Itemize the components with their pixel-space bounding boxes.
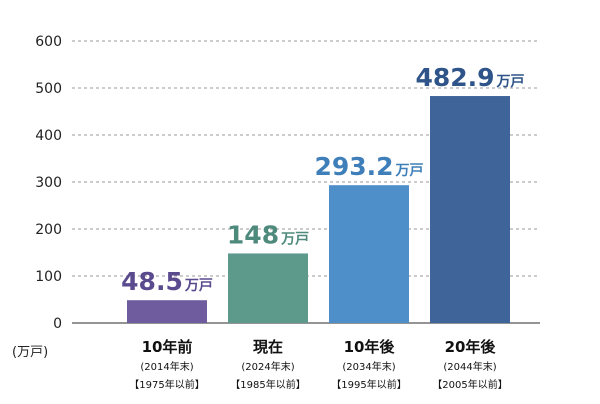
y-tick-label: 400 <box>35 128 62 144</box>
x-category-label: 現在 <box>253 338 283 356</box>
x-category-year-end: (2014年末) <box>140 360 193 373</box>
bar-value-label: 482.9 万戸 <box>415 63 524 92</box>
bar <box>127 300 207 323</box>
x-category-label: 20年後 <box>445 338 497 356</box>
y-tick-label: 500 <box>35 81 62 97</box>
x-category-year-end: (2034年末) <box>342 360 395 373</box>
x-category-year-end: (2024年末) <box>241 360 294 373</box>
bar <box>430 96 510 323</box>
x-category-label: 10年後 <box>344 338 396 356</box>
y-tick-label: 200 <box>35 222 62 238</box>
y-axis-unit-label: (万戸) <box>12 345 48 360</box>
x-category-year-end: (2044年末) <box>443 360 496 373</box>
y-tick-label: 0 <box>53 316 62 332</box>
y-tick-label: 600 <box>35 34 62 50</box>
bars <box>127 96 510 323</box>
y-axis: 0 100 200 300 400 500 600 <box>35 34 62 332</box>
bar <box>228 253 308 323</box>
bar <box>329 185 409 323</box>
x-category-built-before: 【2005年以前】 <box>432 378 507 391</box>
bar-value-label: 293.2 万戸 <box>314 152 423 181</box>
bar-value-label: 48.5 万戸 <box>121 267 213 296</box>
x-axis: 10年前 (2014年末) 【1975年以前】 現在 (2024年末) 【1985年以前】… <box>129 338 507 391</box>
x-category-built-before: 【1985年以前】 <box>230 378 305 391</box>
x-category-built-before: 【1995年以前】 <box>331 378 406 391</box>
x-category-label: 10年前 <box>142 338 193 356</box>
bar-value-label: 148 万戸 <box>227 220 309 249</box>
y-tick-label: 100 <box>35 269 62 285</box>
value-labels: 48.5 万戸 148 万戸 293.2 万戸 482.9 万戸 <box>121 63 524 296</box>
x-category-built-before: 【1975年以前】 <box>129 378 204 391</box>
y-tick-label: 300 <box>35 175 62 191</box>
